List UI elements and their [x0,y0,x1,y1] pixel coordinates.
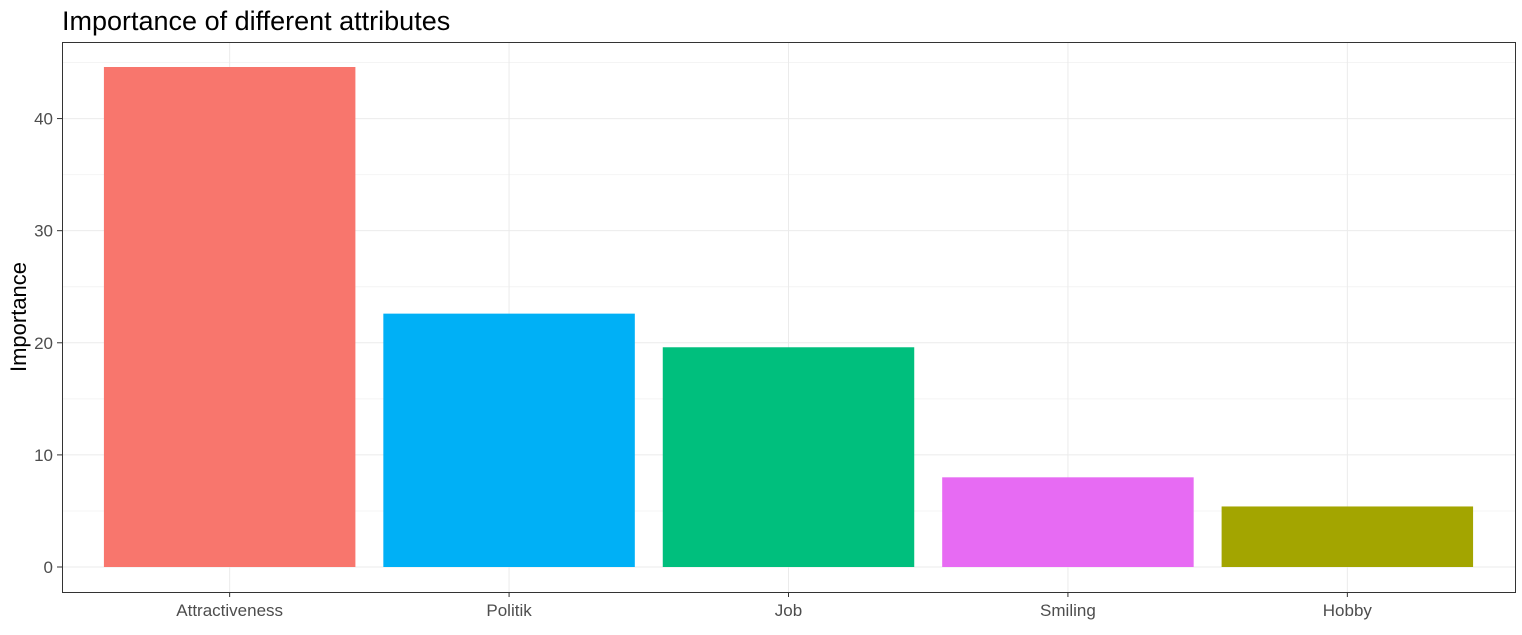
bar-politik [383,313,635,567]
x-tick-label: Politik [486,601,532,620]
y-tick-label: 10 [34,446,53,465]
x-tick-label: Smiling [1040,601,1096,620]
y-tick-label: 30 [34,222,53,241]
x-tick-label: Job [775,601,802,620]
y-axis-title: Importance [6,262,31,372]
x-tick-label: Attractiveness [176,601,283,620]
y-tick-label: 20 [34,334,53,353]
bar-attractiveness [103,67,356,567]
bar-smiling [942,477,1194,567]
y-tick-label: 0 [44,558,53,577]
bar-job [662,347,915,567]
chart-title: Importance of different attributes [62,6,450,36]
bars [103,67,1474,567]
x-tick-label: Hobby [1323,601,1373,620]
bar-hobby [1221,506,1474,567]
y-tick-label: 40 [34,110,53,129]
axes: 0 10 20 30 40 Attractiveness Politik Job Smiling… [34,110,1372,620]
